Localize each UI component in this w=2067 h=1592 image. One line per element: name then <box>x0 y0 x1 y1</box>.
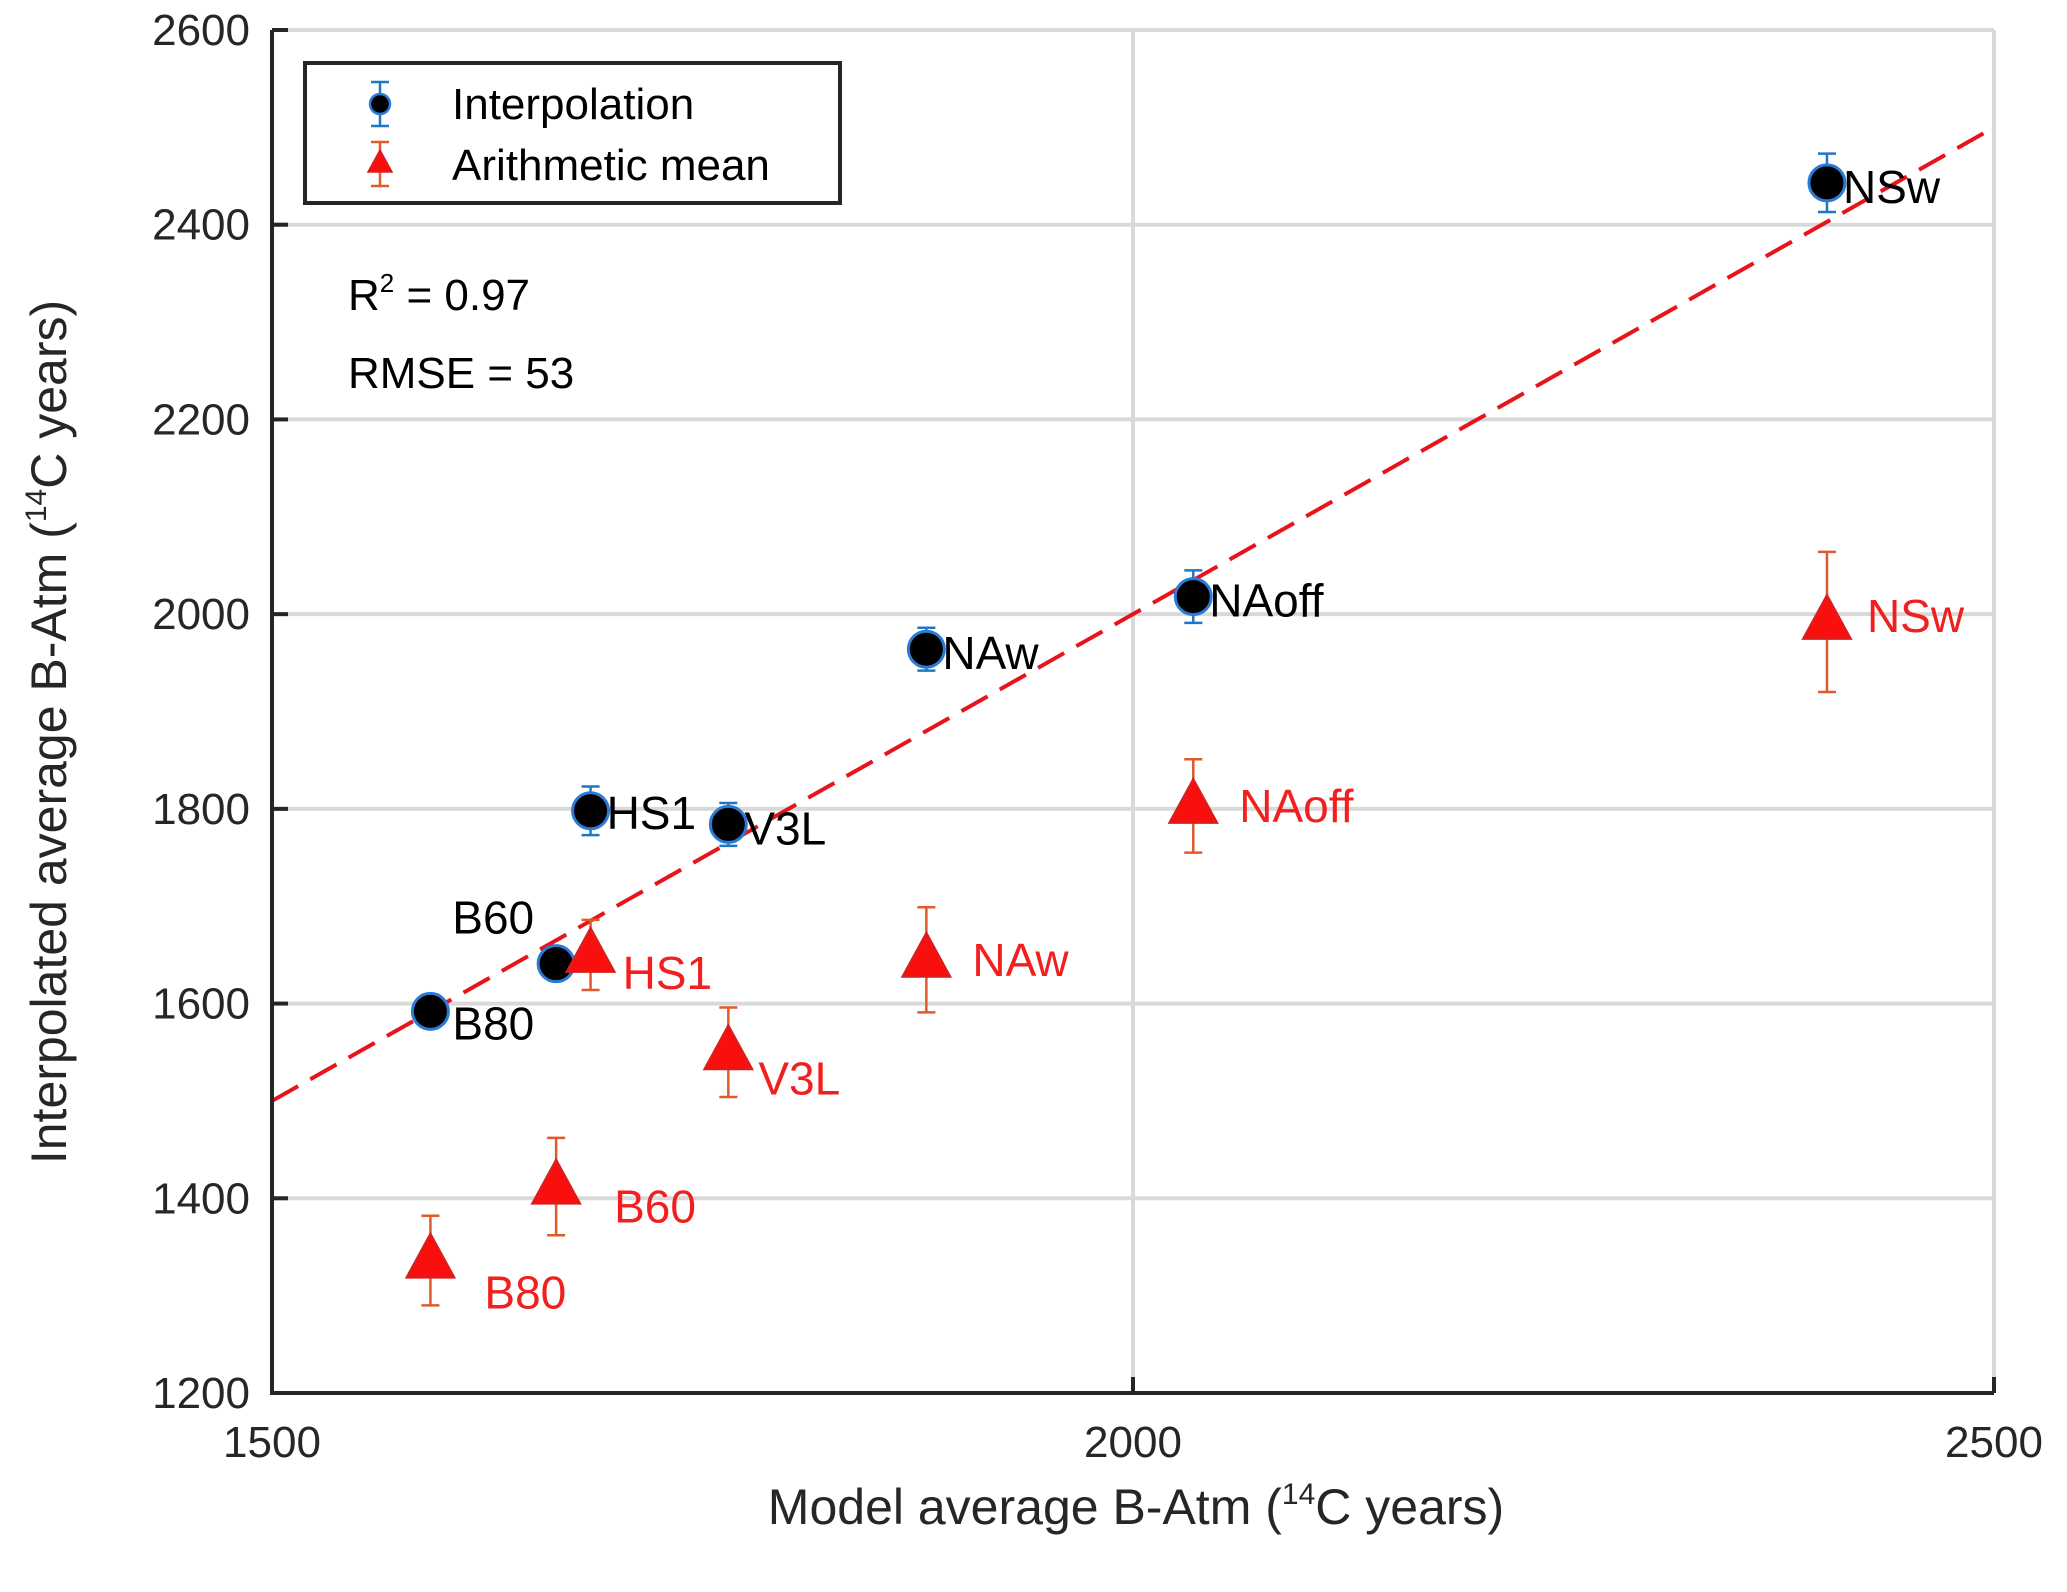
point-label: NAw <box>972 934 1069 986</box>
x-tick-label: 1500 <box>223 1418 321 1467</box>
legend-box <box>303 61 842 205</box>
point-label: NAoff <box>1239 780 1353 832</box>
y-tick-label: 1200 <box>152 1369 250 1418</box>
data-point <box>404 1231 457 1279</box>
legend-marker-arithmetic-mean <box>366 140 394 188</box>
grid-lines <box>272 28 1996 1393</box>
x-tick-label: 2000 <box>1084 1418 1182 1467</box>
y-tick-label: 1800 <box>152 785 250 834</box>
data-point <box>564 925 617 973</box>
series-arithmetic-mean: B80 B60 HS1 V3L NAw NAoff NSw <box>404 550 1965 1319</box>
legend-label-interpolation: Interpolation <box>452 80 694 129</box>
series-interpolation: B80 B60 HS1 V3L NAw NAoff NSw <box>410 152 1941 1049</box>
point-label: V3L <box>758 1052 840 1104</box>
point-label: B60 <box>452 892 534 944</box>
y-tick-label: 2400 <box>152 201 250 250</box>
fit-line-group <box>271 125 1995 1103</box>
point-label: HS1 <box>607 787 696 839</box>
legend-label-arithmetic-mean: Arithmetic mean <box>452 141 770 190</box>
data-point <box>1801 592 1853 640</box>
point-label: HS1 <box>623 947 712 999</box>
point-label: NAw <box>942 627 1039 679</box>
data-point <box>536 944 576 984</box>
legend-marker-interpolation <box>368 80 392 128</box>
point-label: NAoff <box>1209 575 1323 627</box>
tick-labels: 1200 1400 1600 1800 2000 2200 2400 2600 1500 2000… <box>152 6 2043 1467</box>
data-point <box>571 791 611 831</box>
rmse-annotation: RMSE = 53 <box>348 349 574 398</box>
x-axis-title: Model average B-Atm (14C years) <box>768 1478 1504 1535</box>
x-tick-label: 2500 <box>1945 1418 2043 1467</box>
data-point <box>906 629 946 669</box>
y-tick-label: 1400 <box>152 1174 250 1223</box>
point-label: NSw <box>1843 161 1941 213</box>
y-tick-label: 2600 <box>152 6 250 55</box>
r-squared-annotation: R2 = 0.97 <box>348 268 530 320</box>
y-tick-label: 2200 <box>152 395 250 444</box>
point-label: B80 <box>484 1267 566 1319</box>
fit-line <box>271 125 1995 1103</box>
y-axis-title: Interpolated average B-Atm (14C years) <box>20 300 77 1164</box>
data-point <box>900 930 953 978</box>
axes <box>270 28 1996 1395</box>
point-label: V3L <box>744 802 826 854</box>
legend: Interpolation Arithmetic mean <box>303 61 842 205</box>
data-point <box>530 1157 582 1205</box>
data-series: B80 B60 HS1 V3L NAw NAoff NSw B80 B60 HS1 V3L NAw NA… <box>404 152 1965 1319</box>
data-point <box>702 1023 755 1071</box>
y-tick-label: 2000 <box>152 590 250 639</box>
point-label: B60 <box>614 1181 696 1233</box>
data-point <box>1807 163 1847 203</box>
data-point <box>410 991 450 1031</box>
point-label: NSw <box>1867 590 1965 642</box>
point-label: B80 <box>452 997 534 1049</box>
data-point <box>1173 577 1213 617</box>
y-tick-label: 1600 <box>152 980 250 1029</box>
data-point <box>1167 776 1219 824</box>
data-point <box>708 804 748 844</box>
